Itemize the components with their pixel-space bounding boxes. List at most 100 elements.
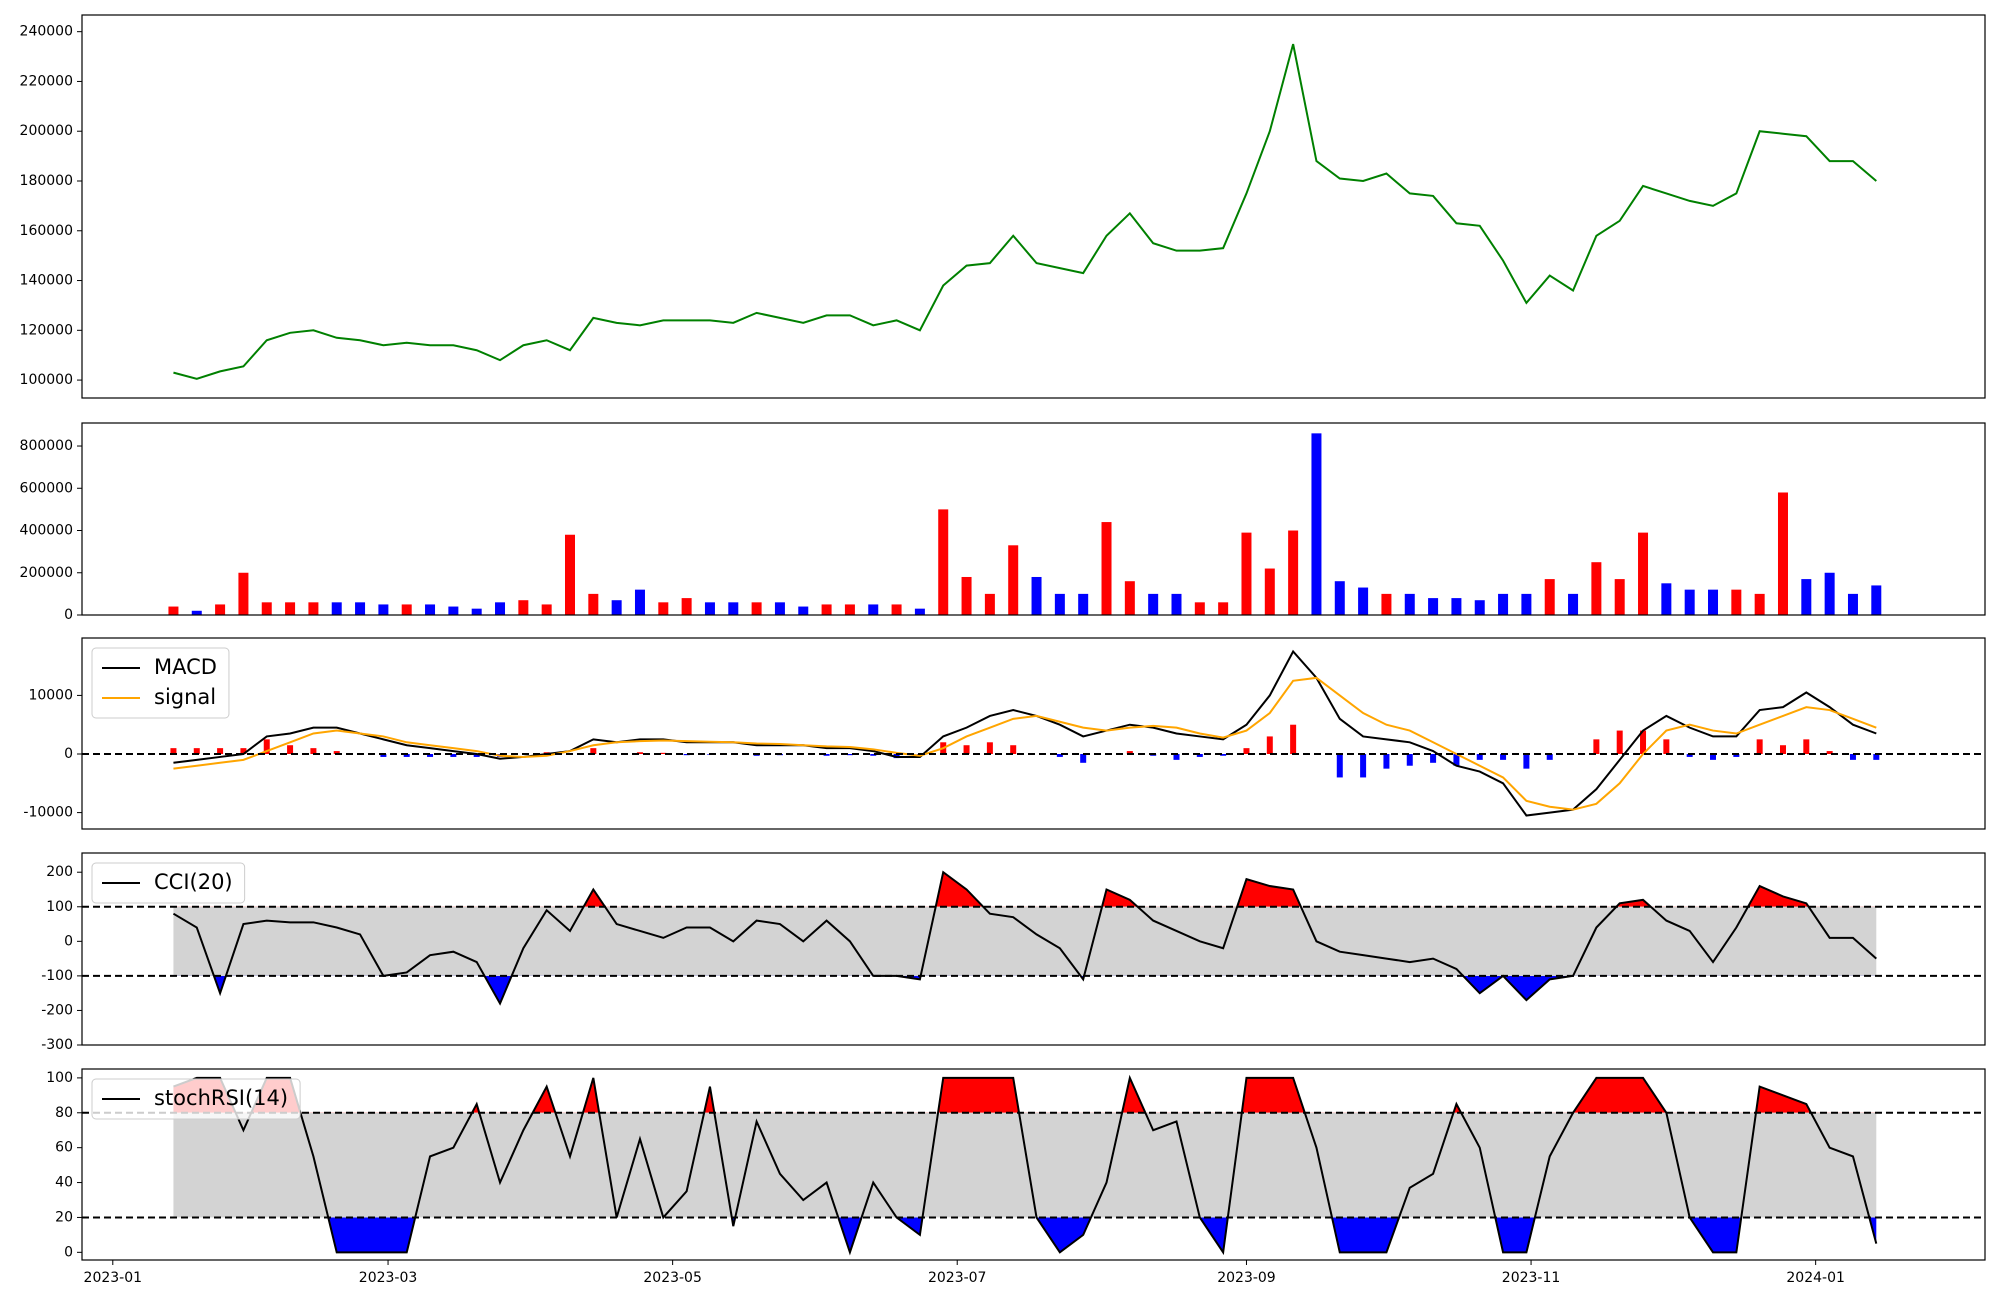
histogram-bar bbox=[170, 748, 177, 755]
histogram-bar bbox=[1243, 748, 1250, 755]
bar bbox=[774, 602, 785, 615]
histogram-bar bbox=[403, 754, 410, 757]
histogram-bar bbox=[1593, 739, 1600, 755]
bar bbox=[1754, 593, 1765, 615]
histogram-bar bbox=[1126, 751, 1133, 755]
bar bbox=[238, 572, 249, 615]
histogram-bar bbox=[1360, 754, 1367, 778]
axes-frame bbox=[81, 14, 1986, 399]
legend-label: MACD bbox=[154, 655, 217, 679]
bar bbox=[1288, 530, 1299, 615]
y-tick-label: 0 bbox=[64, 746, 73, 762]
histogram-bar bbox=[1779, 745, 1786, 755]
legend-label: stochRSI(14) bbox=[154, 1086, 288, 1110]
histogram-bar bbox=[1406, 754, 1413, 766]
y-tick-label: 400000 bbox=[20, 523, 73, 539]
legend-box bbox=[91, 862, 246, 904]
histogram-bar bbox=[1080, 754, 1087, 763]
y-tick-label: 800000 bbox=[20, 438, 73, 454]
bar bbox=[798, 606, 809, 615]
bar bbox=[1614, 579, 1625, 615]
histogram-bar bbox=[1733, 754, 1740, 757]
bar bbox=[215, 604, 226, 615]
bar bbox=[634, 589, 645, 615]
legend-box bbox=[91, 647, 230, 719]
histogram-bar bbox=[217, 748, 224, 755]
x-tick-label: 2023-01 bbox=[84, 1270, 143, 1286]
bar bbox=[1591, 562, 1602, 615]
bar bbox=[1568, 593, 1579, 615]
histogram-bar bbox=[590, 748, 597, 755]
bar bbox=[308, 602, 319, 615]
histogram-bar bbox=[1453, 754, 1460, 766]
bar bbox=[1777, 492, 1788, 615]
bar bbox=[751, 602, 762, 615]
histogram-bar bbox=[1826, 751, 1833, 755]
y-tick-label: 0 bbox=[64, 1244, 73, 1260]
bar bbox=[1801, 579, 1812, 615]
bar bbox=[378, 604, 389, 615]
histogram-bar bbox=[1710, 754, 1717, 760]
histogram-bar bbox=[870, 754, 877, 756]
y-tick-label: 0 bbox=[64, 933, 73, 949]
x-tick-label: 2023-11 bbox=[1502, 1270, 1561, 1286]
y-tick-label: 20 bbox=[55, 1209, 73, 1225]
bar bbox=[1171, 593, 1182, 615]
y-tick-label: 120000 bbox=[20, 322, 73, 338]
histogram-bar bbox=[1803, 739, 1810, 755]
y-tick-label: 200000 bbox=[20, 565, 73, 581]
histogram-bar bbox=[660, 752, 667, 755]
bar bbox=[1847, 593, 1858, 615]
bar bbox=[1824, 572, 1835, 615]
legend-label: CCI(20) bbox=[154, 870, 233, 894]
bar bbox=[261, 602, 272, 615]
bar bbox=[984, 593, 995, 615]
bar bbox=[961, 576, 972, 615]
histogram-bar bbox=[1873, 754, 1880, 760]
histogram-bar bbox=[1756, 739, 1763, 755]
y-tick-label: -100 bbox=[41, 968, 73, 984]
bar bbox=[1008, 545, 1019, 615]
bar bbox=[541, 604, 552, 615]
y-tick-label: 0 bbox=[64, 607, 73, 623]
histogram-bar bbox=[1430, 754, 1437, 763]
bar bbox=[1661, 583, 1672, 615]
y-tick-label: 220000 bbox=[20, 73, 73, 89]
histogram-bar bbox=[1196, 754, 1203, 757]
y-tick-label: 180000 bbox=[20, 173, 73, 189]
bar bbox=[588, 593, 599, 615]
y-tick-label: 40 bbox=[55, 1175, 73, 1191]
threshold-fill bbox=[173, 975, 1877, 1004]
bar bbox=[891, 604, 902, 615]
histogram-bar bbox=[986, 742, 993, 755]
y-tick-label: 200000 bbox=[20, 123, 73, 139]
bar bbox=[1148, 593, 1159, 615]
y-tick-label: 600000 bbox=[20, 480, 73, 496]
y-tick-label: 100 bbox=[46, 1070, 73, 1086]
threshold-fill bbox=[173, 1217, 1877, 1253]
bar bbox=[681, 598, 692, 615]
bar bbox=[1871, 585, 1882, 615]
x-tick-label: 2023-05 bbox=[643, 1270, 702, 1286]
histogram-bar bbox=[1616, 730, 1623, 755]
y-tick-label: 100 bbox=[46, 899, 73, 915]
histogram-bar bbox=[1500, 754, 1507, 760]
histogram-bar bbox=[380, 754, 387, 757]
y-tick-label: -300 bbox=[41, 1037, 73, 1053]
y-tick-label: 100000 bbox=[20, 372, 73, 388]
bar bbox=[658, 602, 669, 615]
bar bbox=[938, 509, 949, 615]
bar bbox=[564, 534, 575, 615]
histogram-bar bbox=[1663, 739, 1670, 755]
y-tick-label: -200 bbox=[41, 1002, 73, 1018]
y-tick-label: 200 bbox=[46, 864, 73, 880]
histogram-bar bbox=[1849, 754, 1856, 760]
bar bbox=[1311, 433, 1322, 615]
bar bbox=[704, 602, 715, 615]
histogram-bar bbox=[473, 754, 480, 757]
y-tick-label: 160000 bbox=[20, 223, 73, 239]
legend-label: signal bbox=[154, 685, 216, 709]
axes-frame bbox=[81, 637, 1986, 830]
bar bbox=[495, 602, 506, 615]
